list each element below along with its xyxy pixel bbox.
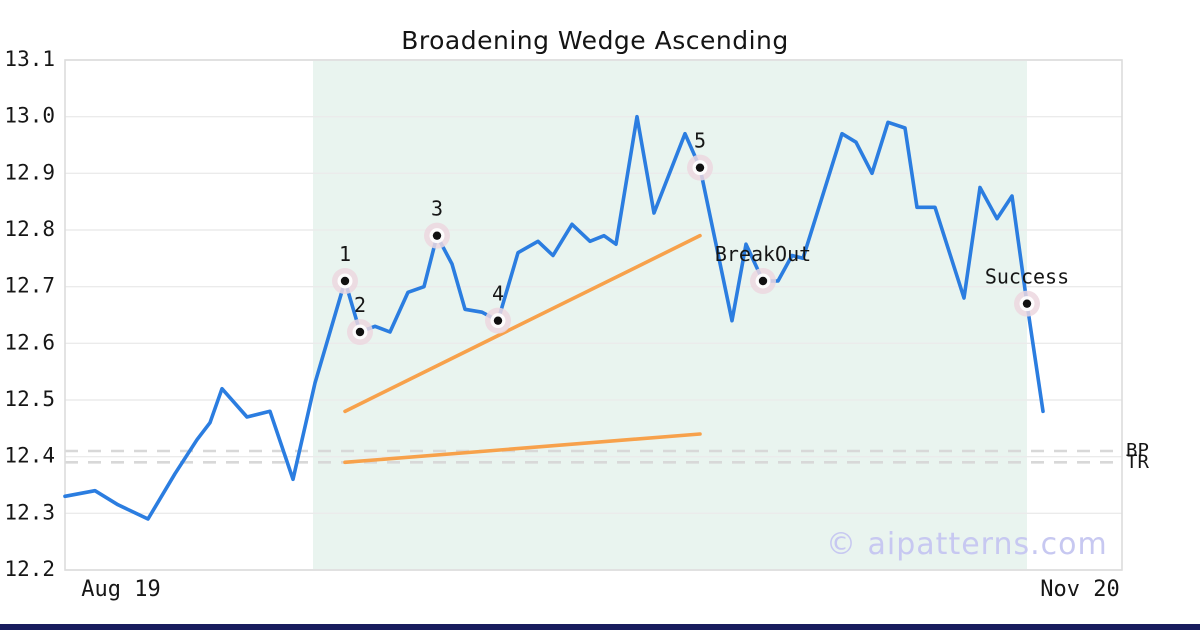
pattern-point-marker bbox=[432, 231, 442, 240]
upper-trendline bbox=[343, 233, 702, 414]
pattern-point-label: 2 bbox=[354, 293, 366, 317]
watermark: © aipatterns.com bbox=[826, 527, 1108, 562]
y-tick-label: 12.7 bbox=[4, 274, 55, 298]
y-tick-label: 13.1 bbox=[4, 47, 55, 71]
price-line bbox=[63, 114, 1045, 521]
pattern-point-label: 4 bbox=[492, 282, 504, 306]
y-tick-label: 12.2 bbox=[4, 557, 55, 581]
tr-level-label: TR bbox=[1126, 451, 1149, 473]
pattern-point-marker bbox=[695, 163, 705, 172]
y-tick-label: 12.4 bbox=[4, 444, 55, 468]
y-tick-label: 12.6 bbox=[4, 330, 55, 354]
pattern-point-label: 3 bbox=[431, 197, 443, 221]
y-tick-label: 12.3 bbox=[4, 500, 55, 524]
plot-border bbox=[64, 59, 1123, 571]
pattern-point-marker bbox=[1022, 299, 1032, 308]
pattern-point-label: 1 bbox=[339, 242, 351, 266]
y-tick-label: 12.5 bbox=[4, 387, 55, 411]
lower-trendline bbox=[343, 432, 702, 465]
bottom-bar bbox=[0, 624, 1200, 630]
pattern-point-marker bbox=[493, 316, 503, 325]
pattern-point-marker bbox=[758, 276, 768, 286]
y-tick-label: 12.8 bbox=[4, 217, 55, 241]
pattern-point-label: Success bbox=[985, 265, 1069, 289]
pattern-point-marker bbox=[340, 276, 350, 286]
y-tick-label: 12.9 bbox=[4, 160, 55, 184]
x-tick-label: Nov 20 bbox=[1040, 577, 1119, 602]
pattern-zone bbox=[313, 61, 1027, 569]
pattern-point-marker bbox=[355, 327, 365, 337]
chart-title: Broadening Wedge Ascending bbox=[401, 26, 789, 55]
y-tick-label: 13.0 bbox=[4, 104, 55, 128]
bp-level-label: BP bbox=[1126, 440, 1149, 462]
pattern-point-label: BreakOut bbox=[715, 242, 811, 266]
x-tick-label: Aug 19 bbox=[81, 577, 160, 602]
pattern-point-label: 5 bbox=[694, 129, 706, 153]
